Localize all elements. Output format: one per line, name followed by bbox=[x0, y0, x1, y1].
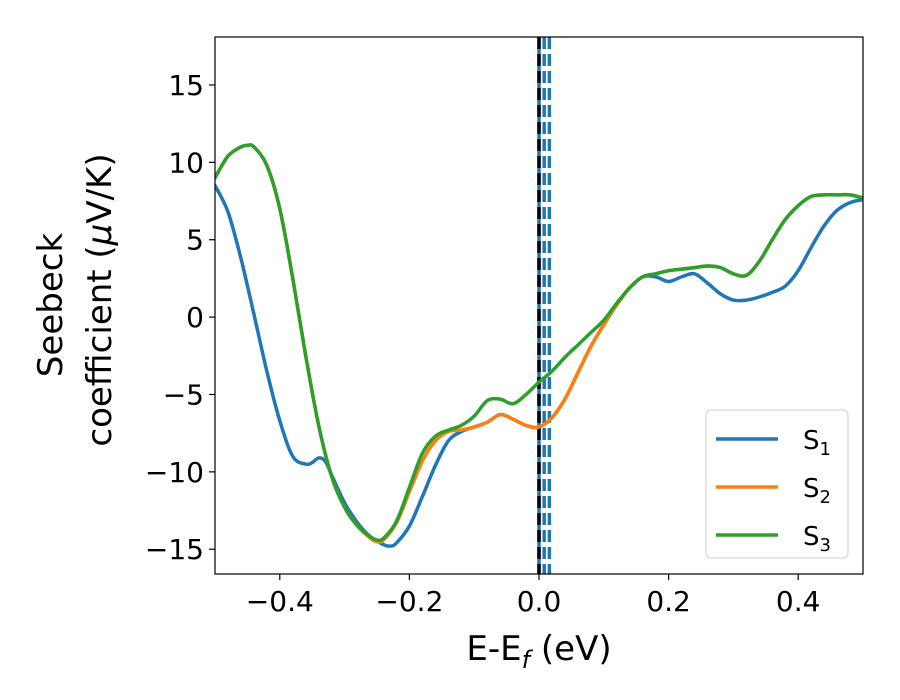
legend-label: S3 bbox=[803, 522, 831, 556]
series-line-s3 bbox=[215, 143, 863, 543]
y-tick-label: 0 bbox=[186, 301, 204, 334]
series-lines bbox=[215, 143, 863, 548]
legend-label: S2 bbox=[803, 474, 831, 508]
x-axis-ticks: −0.4 −0.2 0.0 0.2 0.4 bbox=[246, 574, 821, 618]
x-tick-label: −0.4 bbox=[246, 585, 314, 618]
y-tick-label: 15 bbox=[168, 69, 204, 102]
y-axis-ticks: −15 −10 −5 0 5 10 15 bbox=[145, 69, 215, 566]
y-tick-label: −15 bbox=[145, 533, 204, 566]
y-axis-title-line1: Seebeck bbox=[31, 233, 71, 378]
x-axis-title: E-Ef (eV) bbox=[466, 629, 611, 674]
x-tick-label: 0.4 bbox=[776, 585, 821, 618]
legend-label: S1 bbox=[803, 426, 831, 460]
x-axis-title-unit: (eV) bbox=[530, 629, 612, 669]
y-axis-title-post: V/K) bbox=[80, 153, 120, 223]
reference-lines bbox=[537, 37, 552, 574]
x-axis-title-main: E-E bbox=[466, 629, 521, 669]
y-axis-title-line2: coefficient (μV/K) bbox=[80, 153, 120, 446]
x-tick-label: −0.2 bbox=[375, 585, 443, 618]
y-tick-label: −10 bbox=[145, 456, 204, 489]
y-tick-label: 10 bbox=[168, 146, 204, 179]
x-tick-label: 0.0 bbox=[517, 585, 562, 618]
y-axis-title: Seebeck coefficient (μV/K) bbox=[31, 153, 120, 446]
legend: S1 S2 S3 bbox=[705, 409, 849, 559]
x-tick-label: 0.2 bbox=[646, 585, 691, 618]
legend-box bbox=[705, 409, 849, 559]
y-tick-label: −5 bbox=[163, 378, 204, 411]
y-axis-title-pre: coefficient ( bbox=[80, 245, 120, 446]
y-tick-label: 5 bbox=[186, 224, 204, 257]
y-axis-title-mu: μ bbox=[80, 224, 120, 247]
